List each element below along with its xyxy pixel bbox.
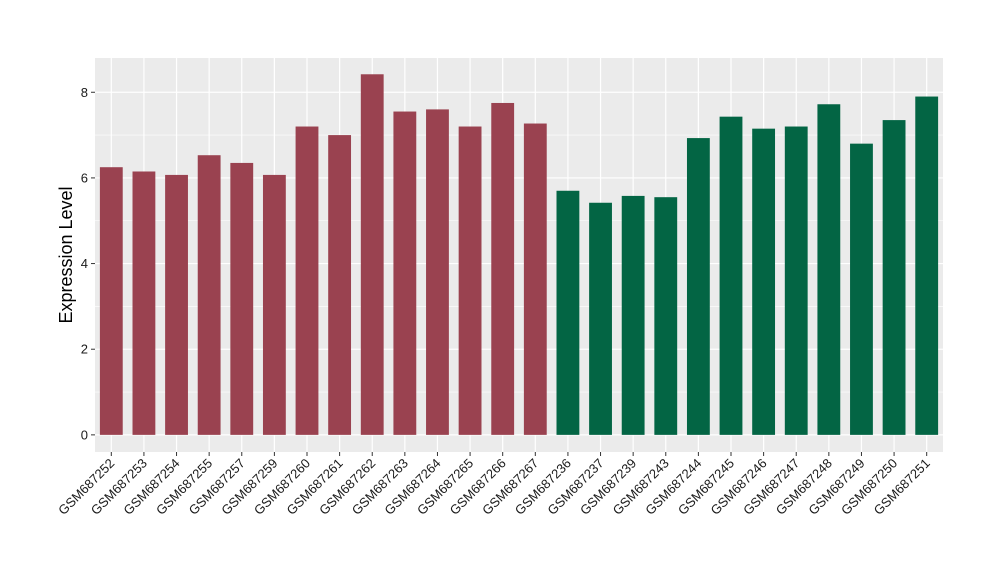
bars <box>99 74 939 435</box>
y-axis: 0 2 4 6 8 <box>81 85 95 442</box>
bar-GSM687237 <box>589 202 612 435</box>
bar-GSM687257 <box>230 162 254 435</box>
bar-GSM687263 <box>393 111 417 435</box>
bar-GSM687236 <box>556 190 580 435</box>
x-axis: GSM687252GSM687253GSM687254GSM687255GSM6… <box>55 452 933 518</box>
bar-GSM687244 <box>686 138 710 435</box>
bar-GSM687252 <box>99 167 123 435</box>
bar-GSM687248 <box>817 104 841 435</box>
bar-GSM687245 <box>719 116 743 435</box>
y-tick-label: 0 <box>81 427 88 442</box>
bar-GSM687260 <box>295 126 319 435</box>
bar-GSM687243 <box>654 197 678 435</box>
bar-GSM687253 <box>132 171 156 435</box>
bar-GSM687255 <box>197 155 221 435</box>
bar-GSM687264 <box>426 109 449 435</box>
bar-GSM687246 <box>752 128 776 435</box>
y-tick-label: 6 <box>81 170 88 185</box>
bar-GSM687247 <box>784 126 808 435</box>
bar-GSM687262 <box>360 74 384 435</box>
bar-GSM687261 <box>328 135 352 435</box>
bar-GSM687265 <box>458 126 482 435</box>
plot-panel <box>95 58 943 452</box>
y-tick-label: 4 <box>81 256 88 271</box>
y-tick-label: 2 <box>81 342 88 357</box>
bar-GSM687259 <box>262 174 286 435</box>
bar-GSM687267 <box>523 123 547 435</box>
bar-GSM687251 <box>915 96 939 435</box>
bar-GSM687249 <box>850 143 873 435</box>
bar-GSM687239 <box>621 195 645 435</box>
y-tick-label: 8 <box>81 85 88 100</box>
y-axis-title: Expression Level <box>56 186 76 323</box>
bar-GSM687266 <box>491 102 515 435</box>
bar-GSM687250 <box>882 120 906 435</box>
bar-GSM687254 <box>165 174 188 435</box>
